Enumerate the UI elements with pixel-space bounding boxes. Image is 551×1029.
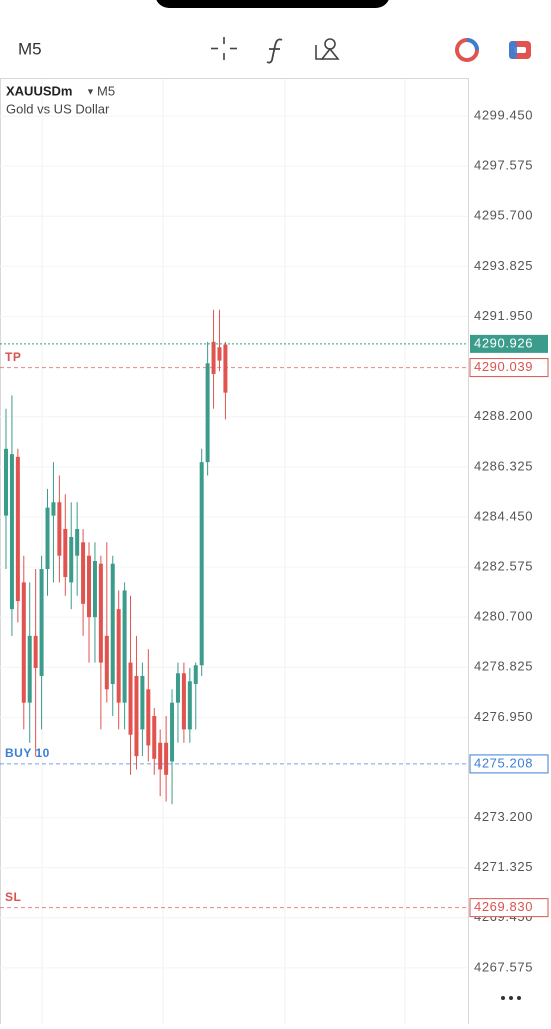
y-tick-label: 4282.575 <box>474 558 533 573</box>
candle-body <box>187 681 192 730</box>
candle-body <box>152 716 157 759</box>
chart-frame <box>0 78 469 1029</box>
crosshair-icon[interactable] <box>211 37 237 60</box>
y-tick-label: 4297.575 <box>474 158 533 173</box>
y-tick-label: 4273.200 <box>474 809 533 824</box>
trade-icon[interactable] <box>455 38 479 62</box>
candle-body <box>211 341 216 374</box>
candle-body <box>122 590 127 703</box>
current-price-tag <box>470 334 548 353</box>
candle-body <box>39 569 44 676</box>
candle-body <box>21 582 26 703</box>
candle-body <box>199 462 204 666</box>
candle-body <box>15 456 20 602</box>
y-tick-label: 4276.950 <box>474 709 533 724</box>
price-line-label: TP <box>5 350 21 364</box>
candle-body <box>146 689 151 746</box>
y-tick-label: 4271.325 <box>474 859 533 874</box>
y-tick-label: 4267.575 <box>474 959 533 974</box>
candle-body <box>140 675 145 730</box>
price-line-label: BUY 10 <box>5 746 50 760</box>
price-line-label: SL <box>5 890 21 904</box>
candle-body <box>164 742 169 775</box>
candle-body <box>175 673 180 703</box>
candle-body <box>170 702 175 762</box>
timeframe-button[interactable]: M5 <box>18 39 42 58</box>
candle-body <box>205 363 210 463</box>
y-tick-label: 4286.325 <box>474 458 533 473</box>
candle-body <box>98 563 103 663</box>
candle-body <box>69 536 74 583</box>
candle-body <box>57 502 62 556</box>
account-icon[interactable] <box>509 41 531 59</box>
candle-body <box>128 662 133 735</box>
candle-body <box>4 448 8 516</box>
candle-body <box>181 673 186 730</box>
objects-icon[interactable] <box>315 38 340 60</box>
candle-body <box>134 675 139 757</box>
candle-body <box>110 563 115 684</box>
more-menu[interactable] <box>501 996 521 1000</box>
candle-body <box>33 635 38 668</box>
candle-body <box>81 542 86 604</box>
candle-body <box>158 742 163 770</box>
price-tag-label: 4269.830 <box>474 899 533 914</box>
candle-body <box>9 454 14 610</box>
candle-body <box>217 347 222 361</box>
price-tag-label: 4290.039 <box>474 359 533 374</box>
y-tick-label: 4278.825 <box>474 659 533 674</box>
symbol-description: Gold vs US Dollar <box>6 101 110 116</box>
y-tick-label: 4299.450 <box>474 108 533 123</box>
candle-body <box>87 555 92 618</box>
price-tag <box>469 358 549 378</box>
notch <box>156 0 389 8</box>
price-tag-label: 4275.208 <box>474 755 533 770</box>
price-tag <box>469 898 549 918</box>
candle-body <box>27 635 32 703</box>
candle-body <box>223 344 228 393</box>
candle-body <box>104 635 109 690</box>
y-tick-label: 4284.450 <box>474 508 533 523</box>
y-tick-label: 4293.825 <box>474 258 533 273</box>
candle-body <box>63 528 68 578</box>
y-tick-label: 4280.700 <box>474 609 533 624</box>
symbol-dropdown[interactable]: ▼ <box>86 86 95 96</box>
y-tick-label: 4288.200 <box>474 408 533 423</box>
vertical-grid <box>41 79 406 1024</box>
candle-body <box>75 528 80 556</box>
price-tag <box>469 754 549 774</box>
current-price-label: 4290.926 <box>474 335 533 350</box>
candle-body <box>45 507 50 570</box>
indicators-icon[interactable] <box>266 38 283 64</box>
candle-body <box>193 665 198 684</box>
symbol[interactable]: XAUUSDm <box>6 83 72 98</box>
y-tick-label: 4291.950 <box>474 308 533 323</box>
y-tick-label: 4295.700 <box>474 208 533 223</box>
candle-body <box>92 561 97 618</box>
candle-body <box>51 502 56 516</box>
candle-body <box>116 609 121 703</box>
chart-timeframe: M5 <box>97 83 115 98</box>
